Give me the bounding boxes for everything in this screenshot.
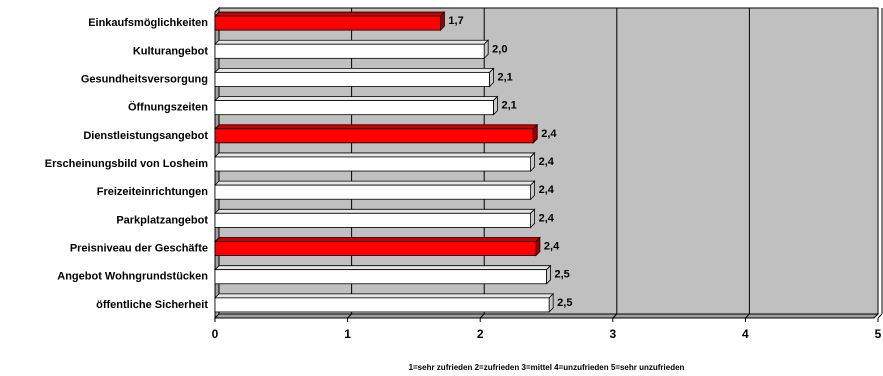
bar-front-face — [214, 72, 490, 87]
floor-gridline-5 — [877, 313, 883, 319]
value-label: 2,4 — [544, 241, 560, 253]
value-label: 2,0 — [492, 43, 507, 55]
value-label: 2,1 — [501, 100, 516, 112]
category-label: Öffnungszeiten — [128, 101, 208, 114]
floor-gridline-4 — [745, 313, 750, 319]
bar-front-face — [214, 269, 547, 285]
bar-9 — [214, 236, 541, 257]
bar-10 — [214, 264, 552, 285]
bar-11 — [214, 292, 555, 313]
bar-front-face — [214, 212, 531, 228]
bar-top-face — [214, 293, 555, 299]
bar-top-face — [214, 96, 499, 101]
x-tick-label: 2 — [477, 327, 484, 341]
bar-top-face — [214, 68, 495, 73]
category-label: Einkaufsmöglichkeiten — [88, 17, 208, 29]
value-label: 2,1 — [497, 71, 512, 83]
x-tick-label: 1 — [344, 327, 351, 341]
bar-top-face — [214, 152, 536, 158]
bar-top-face — [214, 11, 446, 17]
category-label: Freizeiteinrichtungen — [97, 186, 209, 198]
bar-front-face — [214, 297, 550, 313]
bar-4 — [214, 95, 499, 116]
value-labels: 1,7 2,0 2,1 2,1 2,4 2,4 2,4 2,4 2,4 2,5 2,5 — [448, 15, 572, 309]
bar-6 — [214, 151, 536, 173]
bar-front-face — [214, 241, 537, 256]
value-label: 2,4 — [541, 128, 557, 140]
x-axis-label: 1=sehr zufrieden 2=zufrieden 3=mittel 4=… — [409, 363, 685, 372]
bar-8 — [214, 208, 536, 229]
category-label: Gesundheitsversorgung — [81, 73, 208, 85]
bar-front-face — [214, 128, 534, 144]
value-label: 2,4 — [539, 184, 555, 196]
bar-front-face — [214, 43, 485, 59]
floor-gridline-2 — [479, 313, 485, 319]
category-label: Angebot Wohngrundstücken — [57, 271, 208, 283]
value-label: 1,7 — [448, 15, 463, 27]
bar-1 — [214, 11, 446, 32]
bar-front-face — [214, 156, 531, 172]
x-axis-ticks: 0 1 2 3 4 5 — [212, 318, 882, 341]
x-tick-label: 4 — [742, 327, 749, 341]
value-label: 2,4 — [539, 212, 555, 224]
category-label: Dienstleistungsangebot — [83, 130, 208, 142]
floor-gridline-3 — [612, 313, 618, 319]
bars — [214, 11, 555, 313]
bar-top-face — [214, 208, 536, 214]
bar-front-face — [214, 15, 441, 31]
category-labels: Einkaufsmöglichkeiten Kulturangebot Gesund… — [45, 17, 209, 311]
bar-2 — [214, 39, 490, 60]
category-label: öffentliche Sicherheit — [96, 299, 208, 311]
bar-7 — [214, 180, 536, 201]
bar-3 — [214, 67, 495, 88]
category-label: Parkplatzangebot — [116, 214, 208, 226]
bar-front-face — [214, 184, 531, 200]
value-label: 2,5 — [555, 269, 570, 281]
x-tick-label: 3 — [609, 327, 616, 341]
floor-gridline-1 — [347, 313, 352, 319]
bar-top-face — [214, 39, 490, 45]
category-label: Preisniveau der Geschäfte — [70, 243, 208, 255]
value-label: 2,5 — [557, 297, 572, 309]
bar-top-face — [214, 265, 552, 271]
bar-top-face — [214, 237, 541, 242]
bar-5 — [214, 123, 539, 144]
bar-top-face — [214, 124, 539, 130]
category-label: Kulturangebot — [133, 45, 208, 57]
plot-floor — [213, 313, 880, 319]
category-label: Erscheinungsbild von Losheim — [45, 158, 208, 170]
bar-top-face — [214, 180, 536, 186]
value-label: 2,4 — [539, 156, 555, 168]
bar-front-face — [214, 100, 494, 116]
x-tick-label: 0 — [212, 327, 219, 341]
x-tick-label: 5 — [875, 327, 882, 341]
